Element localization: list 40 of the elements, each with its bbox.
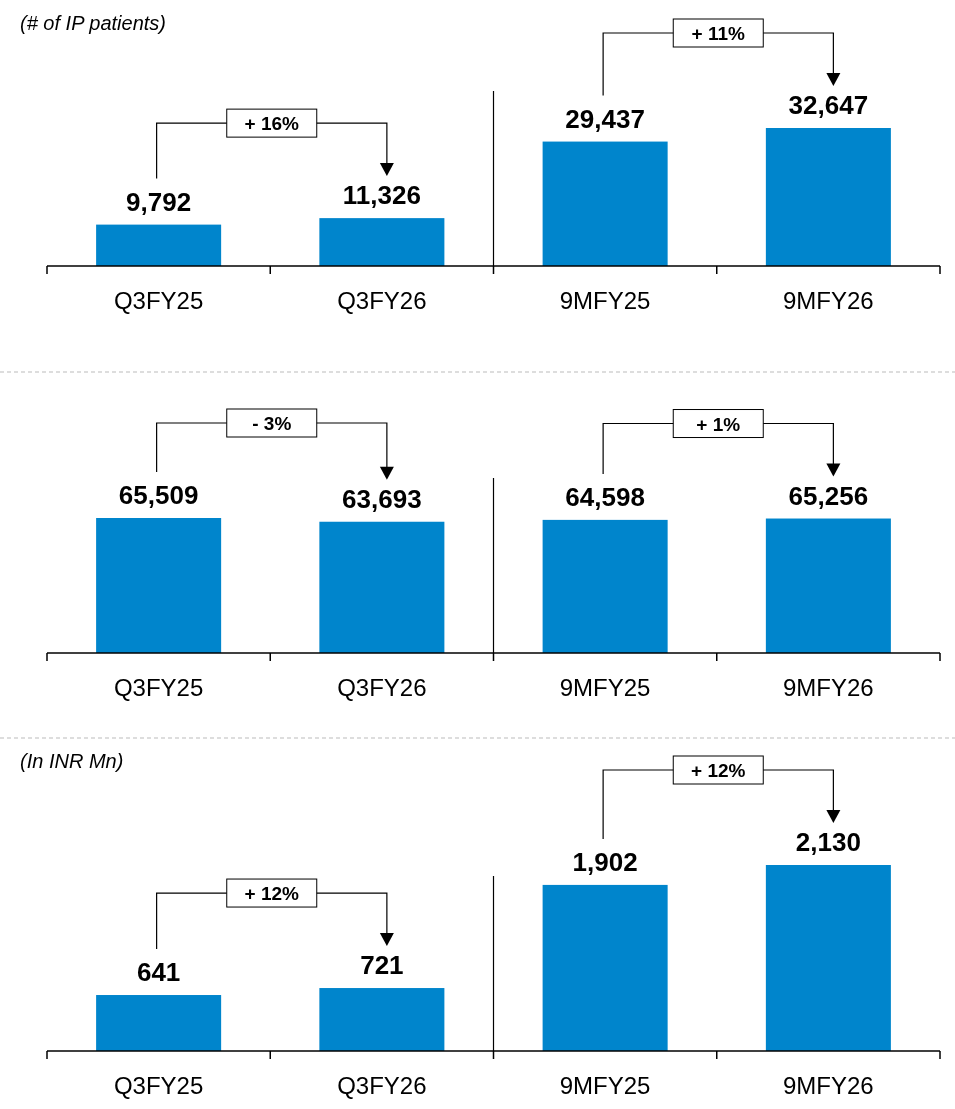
x-tick-label: 9MFY25: [559, 1072, 651, 1099]
data-label: 11,326: [342, 180, 421, 211]
bar: [542, 141, 668, 266]
x-tick-label: Q3FY25: [113, 1072, 204, 1099]
bar: [319, 988, 445, 1051]
data-label: 641: [136, 957, 181, 988]
data-label: 63,693: [342, 483, 422, 514]
text: + 12%: [691, 760, 746, 781]
x-tick-label: Q3FY25: [113, 287, 204, 314]
text: + 11%: [691, 23, 746, 44]
data-label: 721: [360, 950, 404, 981]
text: - 3%: [252, 413, 292, 434]
x-tick-label: 9MFY26: [783, 674, 874, 701]
data-label: 64,598: [565, 481, 645, 512]
x-tick-label: 9MFY26: [783, 1072, 874, 1099]
bar: [765, 128, 891, 266]
bar: [96, 224, 222, 266]
chart-subtitle: (# of IP patients): [20, 12, 166, 34]
data-label: 65,256: [788, 480, 869, 511]
data-label: 32,647: [788, 90, 869, 120]
bar: [542, 884, 668, 1051]
bar: [96, 995, 222, 1051]
data-label: 65,509: [118, 480, 199, 510]
data-label: 9,792: [126, 186, 192, 217]
x-tick-label: 9MFY25: [559, 287, 651, 314]
data-label: 2,130: [795, 827, 861, 857]
x-tick-label: Q3FY25: [113, 674, 204, 701]
chart-subtitle: (In INR Mn): [20, 750, 124, 772]
bar: [765, 865, 891, 1051]
bar: [319, 218, 445, 266]
annotation: + 12%: [244, 883, 300, 905]
data-label: 1,902: [572, 846, 638, 877]
text: + 1%: [696, 413, 741, 435]
annotation: + 16%: [244, 113, 300, 135]
x-tick-label: Q3FY26: [337, 1072, 427, 1099]
x-tick-label: Q3FY26: [337, 674, 427, 701]
data-label: 29,437: [565, 103, 645, 134]
x-tick-label: Q3FY26: [337, 287, 427, 314]
x-tick-label: 9MFY25: [559, 674, 651, 701]
x-tick-label: 9MFY26: [783, 287, 874, 314]
